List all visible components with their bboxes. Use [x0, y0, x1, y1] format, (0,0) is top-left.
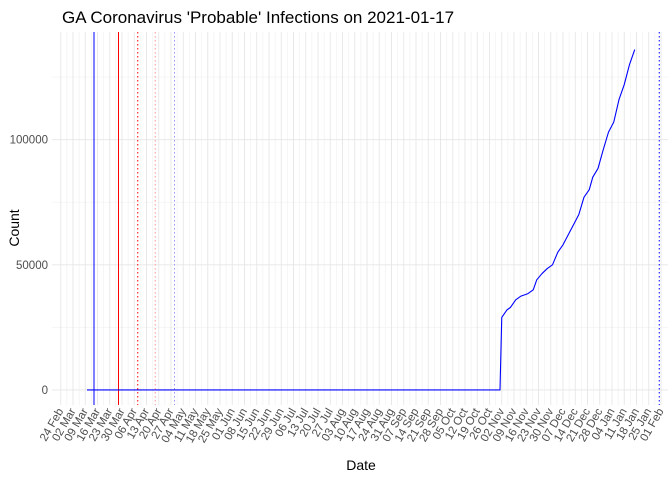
- series-layer: [87, 49, 636, 391]
- y-axis-ticks: 0 50000 100000: [10, 135, 48, 397]
- y-tick-label: 100000: [10, 135, 48, 147]
- y-tick-label: 0: [42, 385, 48, 397]
- grid: [52, 32, 668, 405]
- chart-title: GA Coronavirus 'Probable' Infections on …: [62, 8, 454, 27]
- x-axis-title: Date: [346, 457, 376, 473]
- y-axis-title: Count: [6, 209, 22, 246]
- y-tick-label: 50000: [16, 260, 48, 272]
- series-line-1: [87, 49, 636, 391]
- reference-lines: [93, 32, 660, 405]
